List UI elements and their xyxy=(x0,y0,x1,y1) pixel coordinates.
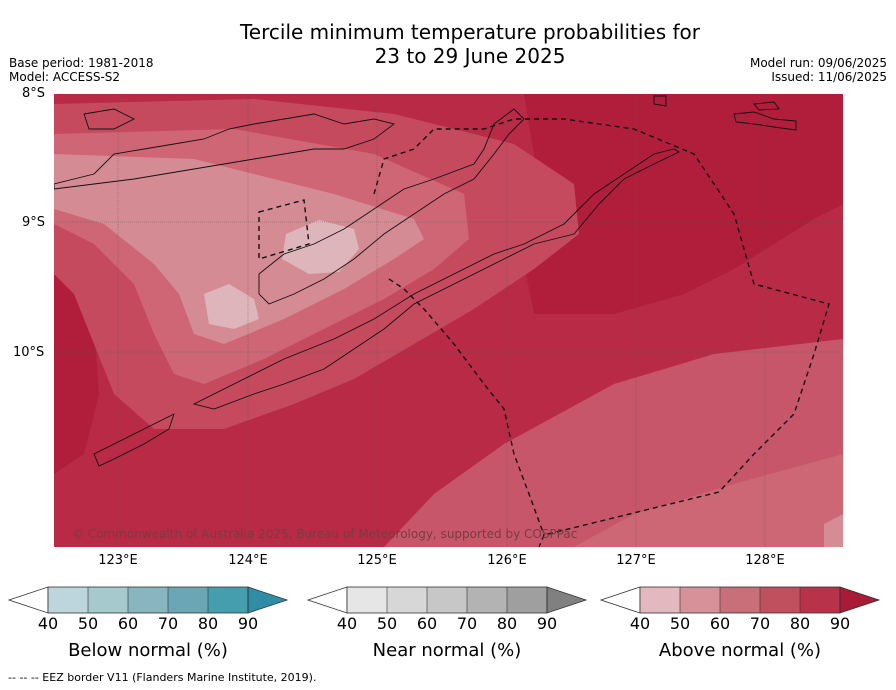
colorbar-near-normal xyxy=(307,586,588,614)
cb-near-tick-60: 60 xyxy=(416,614,438,633)
model-run: Model run: 09/06/2025 xyxy=(749,56,887,70)
cb-near-tick-70: 70 xyxy=(456,614,478,633)
cb-above-tick-70: 70 xyxy=(749,614,771,633)
lon-label-127e: 127°E xyxy=(616,553,656,568)
copyright-notice: © Commonwealth of Australia 2025, Bureau… xyxy=(72,527,578,541)
cb-near-tick-80: 80 xyxy=(496,614,518,633)
title-line-1: Tercile minimum temperature probabilitie… xyxy=(239,20,701,44)
cb-below-tick-40: 40 xyxy=(37,614,59,633)
cb-below-tick-90: 90 xyxy=(237,614,259,633)
zone-50-southeast xyxy=(824,514,843,547)
cb-near-tick-90: 90 xyxy=(536,614,558,633)
lon-label-123e: 123°E xyxy=(98,553,138,568)
cb-below-tick-60: 60 xyxy=(117,614,139,633)
cb-below-tick-80: 80 xyxy=(197,614,219,633)
zone-90-east xyxy=(524,94,843,314)
cb-near-tick-50: 50 xyxy=(376,614,398,633)
graticule xyxy=(54,94,843,547)
cb-above-tick-50: 50 xyxy=(669,614,691,633)
zone-50 xyxy=(54,154,424,344)
model-name: Model: ACCESS-S2 xyxy=(9,70,121,84)
zone-40-a xyxy=(282,220,359,274)
coastlines xyxy=(54,95,797,467)
cb-above-tick-80: 80 xyxy=(789,614,811,633)
lon-label-128e: 128°E xyxy=(745,553,785,568)
cb-below-tick-70: 70 xyxy=(157,614,179,633)
title-line-2: 23 to 29 June 2025 xyxy=(374,44,566,68)
lat-label-10s: 10°S xyxy=(13,345,45,360)
zone-40-b xyxy=(204,284,259,329)
cb-above-tick-40: 40 xyxy=(629,614,651,633)
colorbar-below-normal xyxy=(8,586,289,614)
zone-60-southeast xyxy=(574,454,843,547)
cb-above-label: Above normal (%) xyxy=(658,640,822,661)
cb-below-tick-50: 50 xyxy=(77,614,99,633)
lon-label-124e: 124°E xyxy=(228,553,268,568)
lon-label-126e: 126°E xyxy=(487,553,527,568)
lat-label-8s: 8°S xyxy=(22,86,46,101)
cb-below-label: Below normal (%) xyxy=(68,640,228,661)
cb-above-tick-90: 90 xyxy=(829,614,851,633)
eez-footnote: -- -- -- EEZ border V11 (Flanders Marine… xyxy=(8,671,317,684)
probability-map xyxy=(54,94,843,547)
lat-label-9s: 9°S xyxy=(22,215,46,230)
cb-near-label: Near normal (%) xyxy=(372,640,522,661)
lon-label-125e: 125°E xyxy=(357,553,397,568)
eez-border xyxy=(258,118,830,547)
cb-above-tick-60: 60 xyxy=(709,614,731,633)
issued-date: Issued: 11/06/2025 xyxy=(771,70,887,84)
cb-near-tick-40: 40 xyxy=(336,614,358,633)
colorbar-above-normal xyxy=(600,586,881,614)
base-period: Base period: 1981-2018 xyxy=(9,56,154,70)
